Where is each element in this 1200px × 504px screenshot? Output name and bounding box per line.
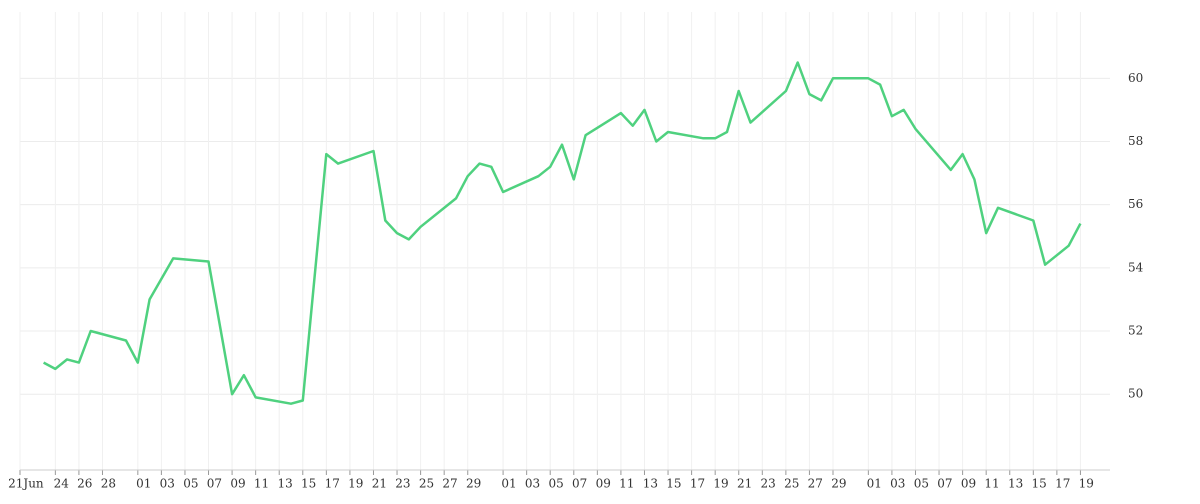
- x-tick-label: 03: [890, 477, 905, 491]
- x-tick-label: 01: [136, 477, 151, 491]
- x-tick-label: 24: [54, 477, 70, 491]
- x-tick-label: 25: [784, 477, 799, 491]
- x-tick-label: 01: [867, 477, 882, 491]
- x-tick-label: 17: [1055, 477, 1070, 491]
- x-tick-label: 03: [525, 477, 540, 491]
- x-tick-label: 29: [831, 477, 846, 491]
- x-tick-label: 27: [442, 477, 457, 491]
- x-tick-label: 11: [619, 477, 634, 491]
- x-tick-label: 21: [737, 477, 752, 491]
- y-tick-label: 60: [1128, 71, 1143, 85]
- y-tick-label: 56: [1128, 197, 1143, 211]
- x-tick-label: 05: [914, 477, 929, 491]
- x-tick-label: 05: [548, 477, 563, 491]
- x-tick-label: 13: [643, 477, 658, 491]
- x-tick-label: 11: [984, 477, 999, 491]
- x-tick-label: 13: [277, 477, 292, 491]
- x-tick-label: 17: [325, 477, 340, 491]
- x-tick-label: 09: [596, 477, 611, 491]
- y-tick-label: 54: [1128, 260, 1144, 274]
- x-tick-label: 21: [372, 477, 387, 491]
- x-tick-label: 19: [348, 477, 363, 491]
- x-tick-label: 25: [419, 477, 434, 491]
- x-tick-label: 07: [572, 477, 587, 491]
- price-line: [43, 61, 1082, 405]
- x-tick-label: 09: [961, 477, 976, 491]
- x-tick-label: 17: [690, 477, 705, 491]
- x-tick-label: 09: [230, 477, 245, 491]
- y-tick-label: 58: [1128, 134, 1143, 148]
- y-tick-label: 50: [1128, 387, 1143, 401]
- plot-area: [20, 12, 1110, 470]
- x-tick-label: 15: [1032, 477, 1047, 491]
- x-tick-label: 21Jun: [8, 477, 44, 491]
- x-tick-label: 28: [101, 477, 116, 491]
- x-tick-label: 15: [666, 477, 681, 491]
- x-tick-label: 19: [1079, 477, 1094, 491]
- x-tick-label: 11: [254, 477, 269, 491]
- x-tick-label: 26: [77, 477, 92, 491]
- x-tick-label: 01: [501, 477, 516, 491]
- x-tick-label: 05: [183, 477, 198, 491]
- x-tick-label: 23: [395, 477, 410, 491]
- x-tick-label: 27: [808, 477, 823, 491]
- x-tick-label: 19: [713, 477, 728, 491]
- y-tick-label: 52: [1128, 324, 1143, 338]
- x-tick-label: 07: [937, 477, 952, 491]
- x-tick-label: 13: [1008, 477, 1023, 491]
- x-tick-label: 29: [466, 477, 481, 491]
- x-tick-label: 03: [160, 477, 175, 491]
- x-tick-label: 15: [301, 477, 316, 491]
- x-tick-label: 23: [761, 477, 776, 491]
- x-tick-label: 07: [207, 477, 222, 491]
